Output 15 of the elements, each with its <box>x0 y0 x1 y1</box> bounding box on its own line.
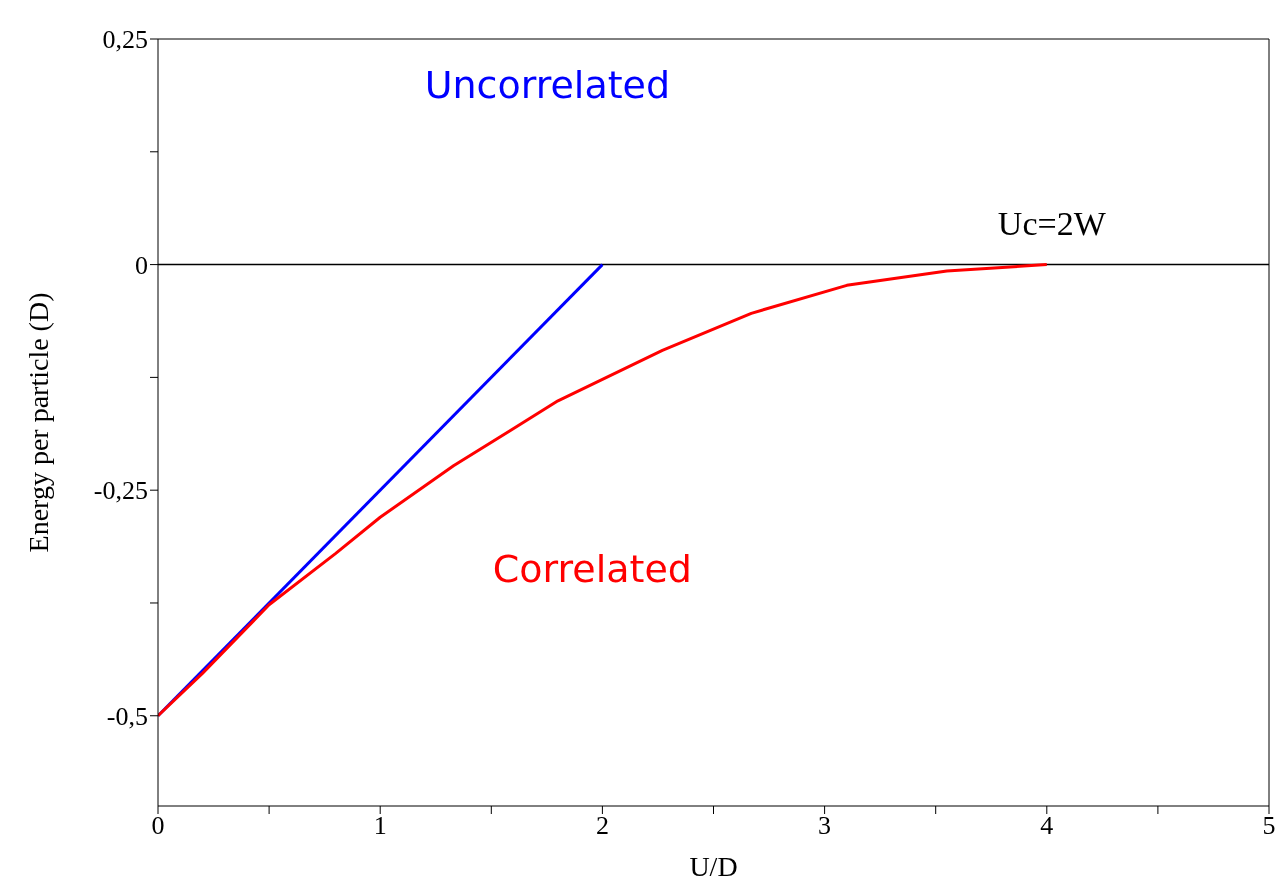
x-tick-label: 3 <box>818 811 832 841</box>
x-tick-label: 4 <box>1040 811 1054 841</box>
line-series <box>158 263 1049 718</box>
y-tick-label: 0 <box>135 250 148 280</box>
x-tick-label: 2 <box>595 811 609 841</box>
x-tick-label: 5 <box>1262 811 1276 841</box>
x-tick-label: 1 <box>373 811 387 841</box>
y-tick-label: 0,25 <box>102 25 148 55</box>
annotation: Uc=2W <box>997 204 1107 242</box>
text: Correlated <box>492 546 692 591</box>
y-tick-label: -0,25 <box>93 476 148 506</box>
y-axis-title: Energy per particle (D) <box>22 292 54 553</box>
text: Uncorrelated <box>424 63 671 108</box>
x-axis-title: U/D <box>689 851 738 882</box>
y-tick-label: -0,5 <box>106 701 148 731</box>
